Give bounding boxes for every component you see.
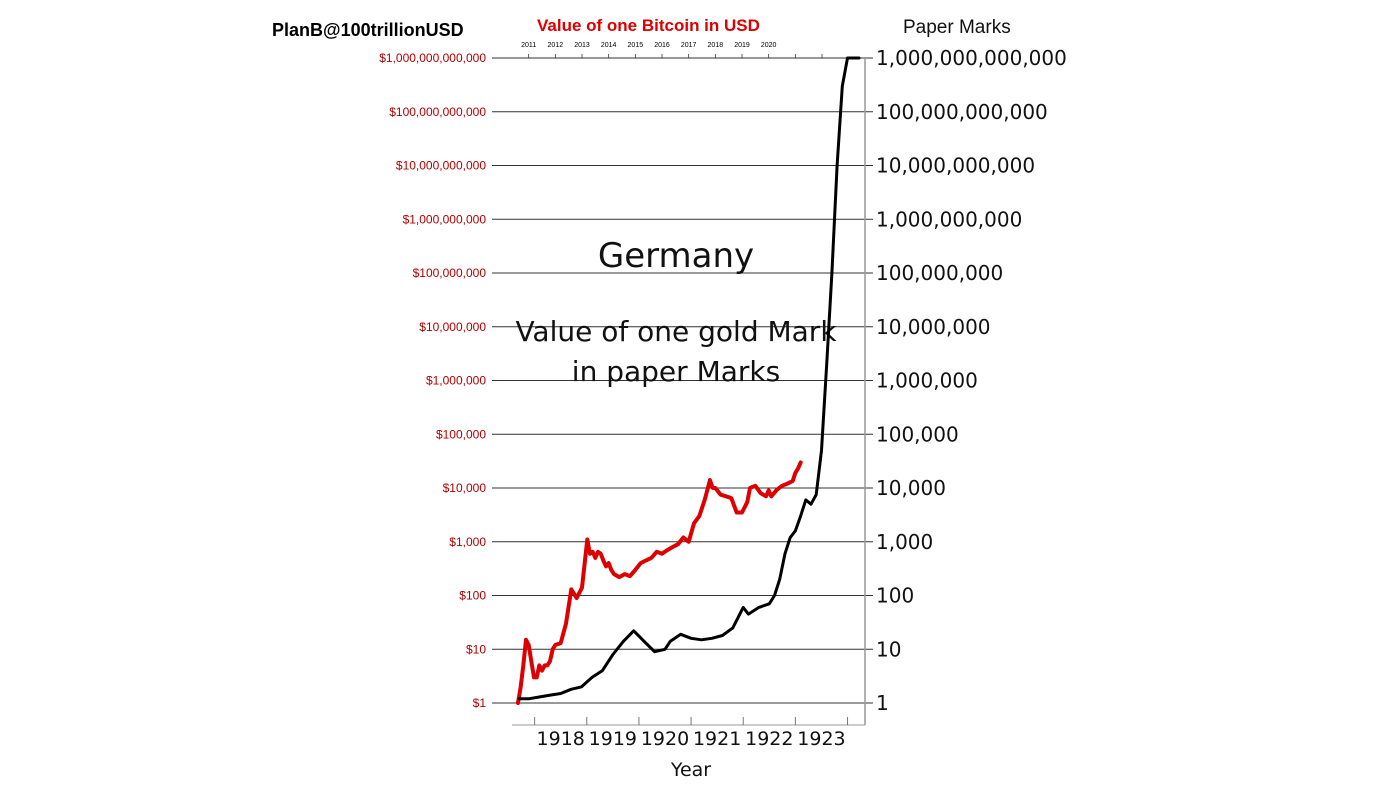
x-axis-label: Year [670, 759, 711, 781]
top-tick-label: 2020 [761, 42, 777, 49]
left-tick-label: $10,000,000 [419, 320, 486, 334]
bottom-tick-label: 1920 [641, 728, 689, 750]
left-tick-label: $10,000 [443, 481, 487, 495]
left-tick-label: $100 [459, 589, 486, 603]
bottom-tick-label: 1923 [797, 728, 845, 750]
left-tick-label: $1,000,000 [426, 374, 486, 388]
left-tick-label: $100,000,000 [413, 266, 487, 280]
paper-marks-line [517, 56, 861, 701]
right-tick-label: 100,000,000,000 [876, 100, 1048, 124]
top-tick-label: 2015 [628, 42, 644, 49]
series [516, 56, 861, 705]
left-tick-label: $1,000,000,000,000 [379, 51, 486, 65]
top-tick-label: 2011 [521, 42, 536, 49]
paper-marks-title: Paper Marks [903, 17, 1011, 38]
right-tick-label: 100,000,000 [876, 261, 1003, 285]
bitcoin-price-line [516, 460, 803, 705]
right-tick-label: 1 [876, 691, 889, 715]
right-tick-label: 100,000 [876, 422, 959, 446]
top-tick-label: 2018 [708, 42, 724, 49]
annotation-text: Value of one gold Mark [515, 315, 837, 348]
annotation-text: in paper Marks [572, 355, 780, 388]
top-tick-label: 2012 [548, 42, 564, 49]
tick-labels: $1 1 $10 10 $100 100 $1,000 1,000 $10,000 10,000 $… [379, 42, 1067, 750]
left-tick-label: $1,000 [449, 535, 486, 549]
right-tick-label: 10 [876, 637, 901, 661]
right-tick-label: 10,000,000 [876, 315, 991, 339]
left-tick-label: $1 [473, 696, 487, 710]
annotation-text: Germany [598, 236, 754, 276]
top-tick-label: 2019 [734, 42, 750, 49]
bottom-tick-label: 1922 [745, 728, 793, 750]
right-tick-label: 100 [876, 584, 914, 608]
axes [492, 54, 873, 726]
bottom-tick-label: 1919 [589, 728, 637, 750]
top-tick-label: 2014 [601, 42, 617, 49]
bottom-tick-label: 1918 [537, 728, 585, 750]
left-tick-label: $1,000,000,000 [403, 212, 487, 226]
right-tick-label: 1,000 [876, 530, 933, 554]
right-tick-label: 1,000,000,000,000 [876, 46, 1067, 70]
top-tick-label: 2013 [574, 42, 590, 49]
right-tick-label: 10,000,000,000 [876, 154, 1035, 178]
right-tick-label: 1,000,000 [876, 369, 978, 393]
right-tick-label: 1,000,000,000 [876, 207, 1022, 231]
top-tick-label: 2016 [654, 42, 670, 49]
left-tick-label: $100,000 [436, 427, 486, 441]
right-tick-label: 10,000 [876, 476, 946, 500]
top-tick-label: 2017 [681, 42, 697, 49]
left-tick-label: $10,000,000,000 [396, 159, 486, 173]
author-handle: PlanB@100trillionUSD [272, 20, 464, 40]
bitcoin-chart-title: Value of one Bitcoin in USD [537, 16, 760, 35]
annotations: Germany Value of one gold Mark in paper Ma… [515, 236, 837, 388]
bottom-tick-label: 1921 [693, 728, 741, 750]
left-tick-label: $100,000,000,000 [389, 105, 486, 119]
left-tick-label: $10 [466, 642, 486, 656]
